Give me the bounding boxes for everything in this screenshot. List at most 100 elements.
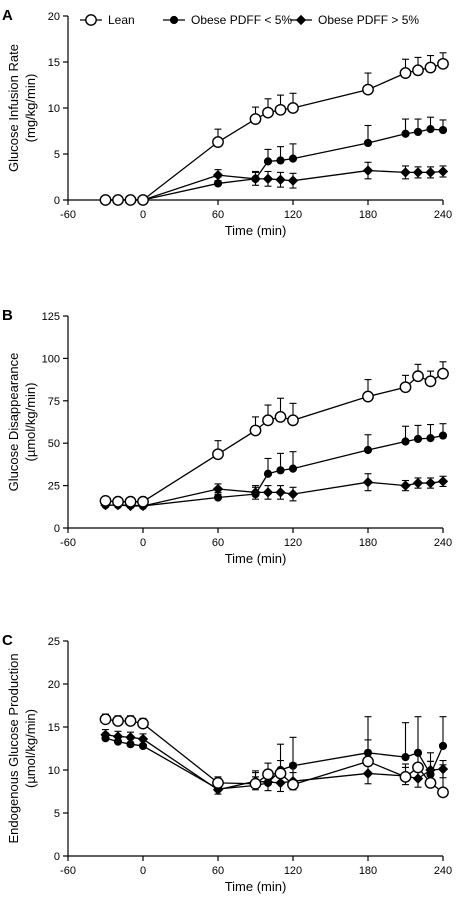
data-point [287, 778, 299, 791]
x-tick-label: 60 [212, 865, 224, 877]
data-point [249, 424, 262, 437]
x-tick-label: 180 [359, 537, 377, 549]
x-tick-label: 240 [434, 537, 452, 549]
panel-letter: C [2, 632, 13, 649]
y-tick-label: 10 [48, 765, 60, 777]
data-point [137, 717, 149, 730]
data-point [249, 777, 262, 790]
y-tick-label: 0 [54, 851, 60, 863]
series-obese-pdff-5- [101, 116, 448, 205]
data-point [362, 83, 374, 96]
data-point [263, 469, 273, 478]
data-point [437, 476, 449, 487]
series-lean [99, 52, 449, 206]
x-axis-title: Time (min) [225, 879, 287, 894]
y-tick-label: 125 [42, 311, 60, 323]
series-line [105, 434, 444, 507]
data-point [412, 761, 424, 774]
panel-letter: A [2, 7, 13, 24]
y-tick-label: 20 [48, 11, 60, 23]
data-point [251, 489, 260, 499]
y-tick-label: 100 [42, 353, 60, 365]
data-point [99, 194, 112, 206]
y-tick-label: 20 [48, 679, 60, 691]
data-point [401, 753, 410, 762]
data-point [400, 167, 411, 178]
y-tick-label: 15 [48, 57, 60, 69]
data-point [113, 737, 123, 746]
x-tick-label: 120 [284, 209, 302, 221]
x-axis-title: Time (min) [225, 551, 287, 566]
data-point [362, 755, 374, 768]
data-point [263, 157, 273, 166]
data-point [437, 367, 449, 380]
series-obese-pdff-5- [101, 716, 448, 794]
data-point [124, 194, 137, 206]
data-point [288, 464, 298, 473]
x-tick-label: 180 [359, 865, 377, 877]
data-point [413, 127, 423, 137]
data-point [275, 487, 286, 498]
data-point [276, 466, 285, 475]
data-point [287, 175, 299, 186]
y-tick-label: 0 [54, 523, 60, 535]
data-point [112, 194, 124, 206]
legend-entry: Obese PDFF > 5% [318, 13, 419, 27]
data-point [438, 741, 448, 751]
data-point [412, 370, 424, 383]
data-point [362, 390, 374, 403]
y-axis-title: Endogenous Glucose Production [6, 653, 21, 843]
legend-entry: Obese PDFF < 5% [191, 13, 292, 27]
data-point [126, 740, 135, 749]
data-point [412, 477, 424, 489]
data-point [399, 770, 412, 783]
data-point [251, 174, 260, 183]
data-point [274, 767, 287, 780]
x-tick-label: -60 [60, 537, 76, 549]
y-axis-title: Glucose Infusion Rate [6, 44, 21, 172]
data-point [212, 777, 224, 789]
data-point [437, 786, 449, 799]
series-line [105, 169, 444, 201]
y-tick-label: 10 [48, 103, 60, 115]
data-point [426, 125, 435, 134]
y-tick-label: 5 [54, 149, 60, 161]
data-point [362, 165, 374, 176]
data-point [112, 495, 124, 508]
series-obese-pdff-5- [100, 729, 449, 795]
legend-marker [295, 14, 307, 26]
y-tick-label: 25 [48, 636, 60, 648]
series-lean [99, 713, 449, 799]
data-point [275, 777, 286, 789]
x-tick-label: -60 [60, 209, 76, 221]
data-point [112, 715, 124, 727]
data-point [438, 125, 448, 135]
data-point [99, 713, 112, 726]
y-tick-label: 5 [54, 808, 60, 820]
x-tick-label: 120 [284, 537, 302, 549]
data-point [287, 488, 299, 500]
x-axis-title: Time (min) [225, 223, 287, 238]
data-point [275, 174, 286, 185]
x-tick-label: 180 [359, 209, 377, 221]
data-point [262, 487, 274, 498]
data-point [212, 136, 224, 148]
data-point [137, 194, 149, 206]
y-tick-label: 50 [48, 438, 60, 450]
legend-marker [169, 15, 179, 25]
x-tick-label: 120 [284, 865, 302, 877]
x-tick-label: 0 [140, 865, 146, 877]
data-point [362, 768, 374, 779]
data-point [362, 477, 374, 488]
legend: Lean Obese PDFF < 5% Obese PDFF > 5% [80, 13, 419, 27]
data-point [213, 493, 223, 502]
series-lean [99, 361, 449, 508]
data-point [124, 715, 137, 727]
data-point [437, 57, 449, 70]
series-line [105, 734, 444, 791]
data-point [399, 67, 412, 79]
y-axis-unit: (mg/kg/min) [23, 74, 38, 143]
